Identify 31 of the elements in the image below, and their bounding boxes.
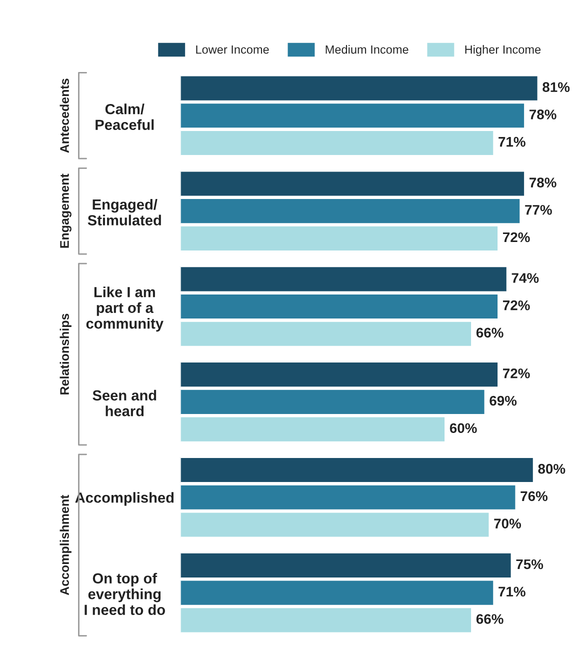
y-tick-label: Engaged/ Stimulated: [88, 198, 161, 226]
text: Accomplishment: [60, 494, 72, 596]
y-tick-label: Accomplished: [75, 492, 174, 506]
y-tick-label: On top of everything I need to do: [84, 572, 165, 616]
data-label: 74%: [512, 273, 539, 283]
text: Antecedents: [60, 78, 69, 153]
data-label: 66%: [476, 328, 504, 338]
text: Relationships: [60, 314, 72, 394]
data-label: 66%: [476, 614, 504, 624]
data-label: 76%: [520, 491, 548, 502]
legend-label: Medium Income: [326, 45, 408, 54]
data-label: 60%: [450, 423, 477, 434]
text: Engagement: [60, 174, 72, 248]
data-label: 69%: [490, 396, 517, 406]
data-label: 80%: [538, 464, 566, 474]
data-label: 70%: [494, 518, 522, 528]
y-tick-label: Like I am part of a community: [86, 286, 164, 332]
data-label: 81%: [542, 82, 570, 92]
data-label: 71%: [498, 586, 526, 597]
y-tick-label: Seen and heard: [92, 390, 156, 416]
data-label: 72%: [503, 368, 530, 378]
data-label: 71%: [498, 136, 526, 147]
data-label: 72%: [503, 300, 530, 310]
data-label: 75%: [516, 559, 544, 570]
y-tick-label: Calm/ Peaceful: [96, 104, 154, 130]
data-label: 72%: [503, 232, 530, 242]
data-label: 78%: [530, 178, 556, 188]
data-label: 77%: [525, 205, 552, 215]
legend-label: Lower Income: [196, 45, 269, 54]
legend-label: Higher Income: [465, 45, 541, 56]
data-label: 78%: [530, 110, 556, 120]
